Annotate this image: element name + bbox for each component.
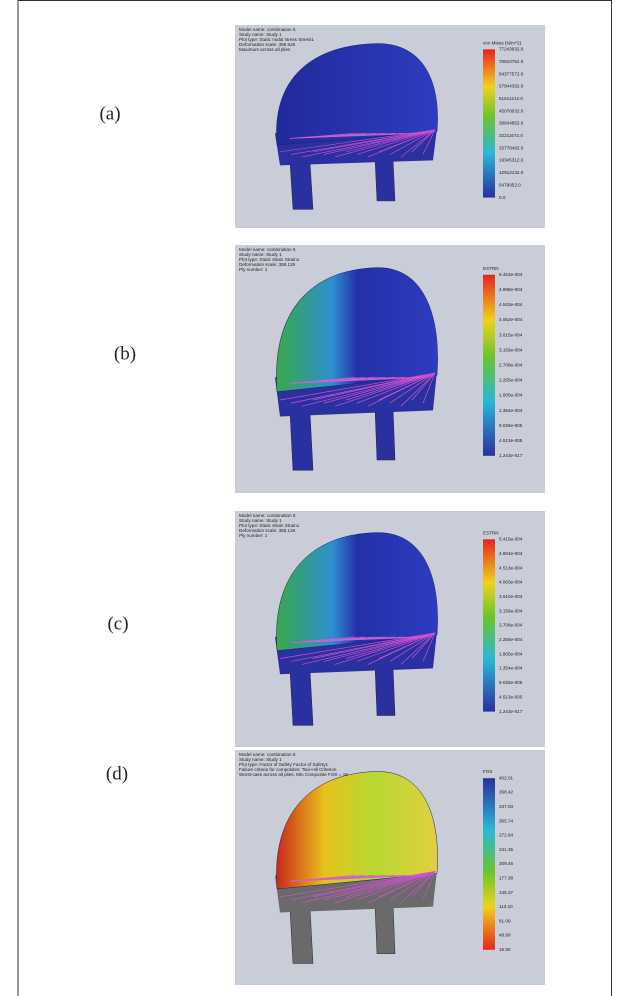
legend-tick: 77243932.0 xyxy=(499,47,524,52)
legend-tick: 12912132.0 xyxy=(499,170,524,175)
leg xyxy=(290,162,313,209)
legend-tick: 337.03 xyxy=(499,804,513,809)
legend-tick: 145.37 xyxy=(499,890,513,895)
legend-tick: 4.513e-005 xyxy=(499,438,523,443)
legend-tick: 70810752.0 xyxy=(499,59,524,64)
leg xyxy=(375,159,395,201)
header-line: Ply number: 1 xyxy=(239,267,268,272)
header-line: Worst-case across all plies, Min Composi… xyxy=(239,772,348,777)
legend-tick: 1.243e-017 xyxy=(499,453,523,458)
legend-bar xyxy=(483,275,495,456)
legend-title: FOS xyxy=(483,769,492,774)
legend-tick: 4.543e-004 xyxy=(499,302,523,307)
legend-tick: 5.453e-004 xyxy=(499,272,523,277)
legend-tick: 209.46 xyxy=(499,861,513,866)
legend-tick: 38644852.0 xyxy=(499,121,524,126)
legend-tick: 177.38 xyxy=(499,875,513,880)
legend-tick: 3.615e-004 xyxy=(499,332,523,337)
legend-tick: 25778492.0 xyxy=(499,145,524,150)
legend-tick: 81.09 xyxy=(499,918,511,923)
header-line: Ply number: 1 xyxy=(239,533,268,538)
legend-tick: 4.513e-005 xyxy=(499,694,523,699)
leg xyxy=(375,408,395,460)
legend-title: von Mises (N/m^2) xyxy=(483,40,522,45)
legend-tick: 32211672.0 xyxy=(499,133,523,138)
legend-tick: 9.026e-005 xyxy=(499,423,523,428)
legend-tick: 19345312.0 xyxy=(499,158,524,163)
legend-tick: 1.354e-004 xyxy=(499,408,523,413)
legend-bar xyxy=(483,778,495,950)
legend-tick: 368.42 xyxy=(499,790,513,795)
legend-tick: 3.610e-004 xyxy=(499,594,523,599)
legend-tick: 2.708e-004 xyxy=(499,623,523,628)
legend-tick: 6478952.0 xyxy=(499,182,521,187)
figure-canvas: (a) Model name: combination 6Study name: … xyxy=(0,0,629,996)
panel-label: (b) xyxy=(114,343,136,364)
legend-tick: 4.964e-004 xyxy=(499,551,523,556)
legend-tick: 4.998e-004 xyxy=(499,287,523,292)
legend-tick: 64377572.0 xyxy=(499,71,524,76)
legend-tick: 2.256e-004 xyxy=(499,637,523,642)
legend-tick: 3.159e-004 xyxy=(499,347,523,352)
leg xyxy=(375,666,395,715)
legend-tick: 4.062e-004 xyxy=(499,317,523,322)
figure: (a) Model name: combination 6Study name: … xyxy=(0,0,629,996)
panel-label: (a) xyxy=(99,103,120,124)
legend-tick: 57944392.0 xyxy=(499,84,524,89)
legend-tick: 241.35 xyxy=(499,847,513,852)
leg xyxy=(375,905,395,954)
legend-tick: 2.255e-004 xyxy=(499,378,523,383)
legend-tick: 45078032.0 xyxy=(499,108,524,113)
legend-tick: 1.805e-004 xyxy=(499,651,523,656)
legend-tick: 113.10 xyxy=(499,904,513,909)
legend-tick: 0.0 xyxy=(499,195,506,200)
legend-bar xyxy=(483,49,495,197)
legend-tick: 16.90 xyxy=(499,947,511,952)
panel-label: (c) xyxy=(107,613,128,634)
legend-bar xyxy=(483,539,495,711)
leg xyxy=(290,670,313,725)
legend-tick: 1.354e-004 xyxy=(499,666,523,671)
legend-title: ESTRN xyxy=(483,530,499,535)
legend-tick: 305.74 xyxy=(499,818,513,823)
legend-tick: 4.513e-004 xyxy=(499,565,523,570)
panel-label: (d) xyxy=(106,763,128,784)
legend-tick: 402.01 xyxy=(499,775,513,780)
leg xyxy=(290,412,313,470)
legend-title: ESTRN xyxy=(483,266,499,271)
legend-tick: 1.243e-017 xyxy=(499,709,523,714)
header-line: Maximum across all plies xyxy=(239,47,291,52)
legend-tick: 51511212.0 xyxy=(499,96,523,101)
legend-tick: 9.026e-005 xyxy=(499,680,523,685)
legend-tick: 1.805e-004 xyxy=(499,393,523,398)
legend-tick: 3.159e-004 xyxy=(499,608,523,613)
legend-tick: 2.708e-004 xyxy=(499,362,523,367)
legend-tick: 272.64 xyxy=(499,833,513,838)
legend-tick: 48.99 xyxy=(499,933,511,938)
leg xyxy=(290,909,313,964)
legend-tick: 4.063e-004 xyxy=(499,580,523,585)
legend-tick: 5.415e-004 xyxy=(499,537,523,542)
